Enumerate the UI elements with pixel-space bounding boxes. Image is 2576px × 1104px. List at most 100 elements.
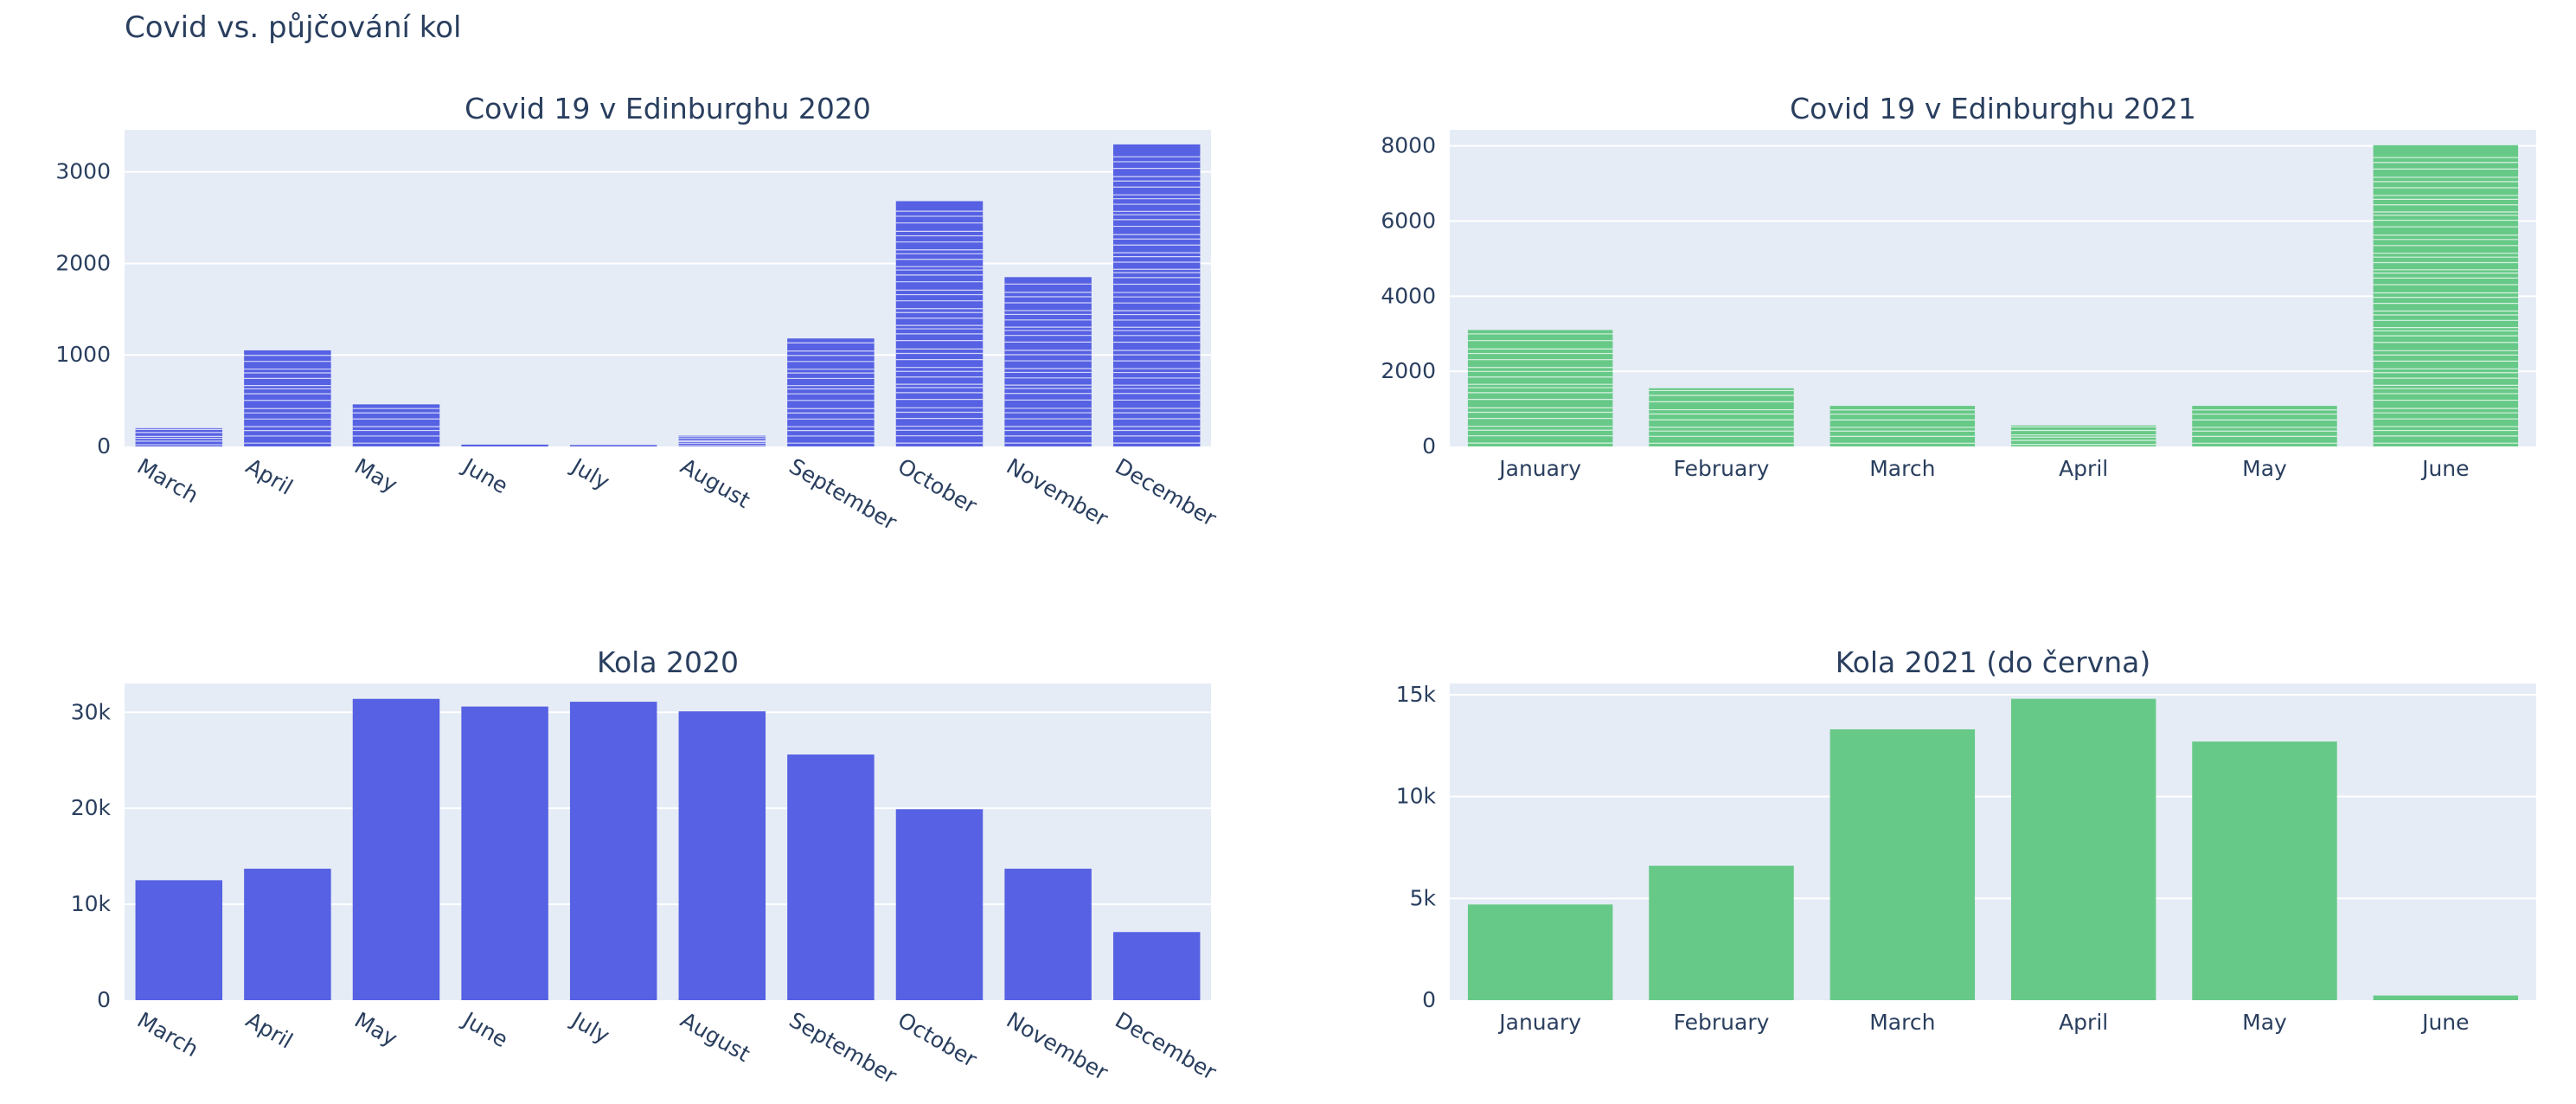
bar-march <box>1829 406 1976 446</box>
x-tick-label: August <box>676 453 754 513</box>
chart-covid-2021: Covid 19 v Edinburghu 2021 0 2000 4000 6000… <box>1381 92 2536 481</box>
y-tick-label: 3000 <box>55 159 111 184</box>
bar-segments <box>244 355 331 444</box>
bar-segments <box>678 435 766 446</box>
bar-segments <box>787 342 875 444</box>
bar-september <box>787 754 875 1000</box>
bar-november <box>1004 869 1092 1000</box>
bar-april <box>244 869 331 1000</box>
x-tick-label: June <box>458 453 512 498</box>
x-tick-label: May <box>2242 456 2287 481</box>
bar-march <box>135 880 223 1000</box>
chart-title: Covid 19 v Edinburghu 2020 <box>465 92 871 125</box>
x-tick-label: April <box>2059 456 2108 481</box>
bar-march <box>135 427 223 446</box>
chart-svg: 0 5k 10k 15k January February March April May Jun… <box>1396 682 2536 1035</box>
y-tick-label: 4000 <box>1381 283 1436 308</box>
x-tick-label: September <box>785 1007 901 1089</box>
y-tick-label: 2000 <box>55 250 111 275</box>
bar-segments <box>2192 409 2337 444</box>
x-tick-label: March <box>1869 456 1935 481</box>
x-tick-label: March <box>133 1007 203 1062</box>
chart-kola-2021: Kola 2021 (do června) 0 5k 10k 15k January Fe… <box>1396 645 2536 1035</box>
x-tick-label: October <box>894 1007 982 1073</box>
chart-title: Kola 2021 (do června) <box>1835 645 2151 679</box>
bar-april <box>2010 425 2156 446</box>
bar-may <box>352 404 440 446</box>
chart-svg: 0 2000 4000 6000 8000 January February March Apr… <box>1381 130 2536 481</box>
chart-title: Covid 19 v Edinburghu 2021 <box>1790 92 2196 125</box>
bar-july <box>569 445 657 446</box>
y-tick-label: 0 <box>97 987 111 1012</box>
chart-title: Kola 2020 <box>596 645 740 679</box>
bar-june <box>461 444 548 446</box>
x-tick-label: January <box>1497 1010 1581 1035</box>
y-tick-label: 0 <box>1422 987 1436 1012</box>
bar-november <box>1004 277 1092 446</box>
page-title: Covid vs. půjčování kol <box>125 10 462 45</box>
x-tick-label: April <box>241 453 297 500</box>
bar-may <box>2192 406 2337 446</box>
x-tick-label: December <box>1111 1007 1221 1085</box>
x-tick-label: May <box>350 453 401 497</box>
chart-kola-2020: Kola 2020 0 10k 20k 30k March April May June Jul… <box>71 645 1221 1089</box>
x-tick-label: September <box>785 453 901 536</box>
bar-june <box>461 706 548 1000</box>
chart-svg: 0 1000 2000 3000 March April May June July August… <box>55 130 1221 536</box>
y-tick-label: 10k <box>1396 784 1437 809</box>
x-tick-label: January <box>1497 456 1581 481</box>
x-tick-label: April <box>241 1007 297 1054</box>
bar-january <box>1467 904 1613 1000</box>
bar-june <box>2373 995 2519 1000</box>
bar-segments <box>1829 409 1976 444</box>
y-tick-label: 2000 <box>1381 358 1436 383</box>
bar-january <box>1467 330 1613 446</box>
bar-may <box>352 698 440 1000</box>
x-tick-label: February <box>1674 1010 1770 1035</box>
plot-background <box>1450 684 2536 1000</box>
x-tick-label: July <box>566 453 613 495</box>
bar-segments <box>1467 333 1613 444</box>
x-tick-label: May <box>350 1007 401 1051</box>
bar-march <box>1829 729 1976 1000</box>
bar-december <box>1112 932 1201 1000</box>
x-tick-label: March <box>133 453 203 508</box>
x-tick-label: June <box>2420 1010 2469 1035</box>
x-tick-label: February <box>1674 456 1770 481</box>
x-tick-label: October <box>894 453 982 519</box>
bar-segments <box>2373 157 2519 444</box>
y-tick-label: 5k <box>1410 885 1437 910</box>
x-tick-label: November <box>1003 453 1113 532</box>
bar-october <box>895 201 984 446</box>
bar-segments <box>895 210 984 444</box>
bar-august <box>678 435 766 446</box>
bar-december <box>1112 144 1201 446</box>
x-tick-label: December <box>1111 453 1221 531</box>
x-tick-label: May <box>2242 1010 2287 1035</box>
y-tick-label: 10k <box>71 891 112 916</box>
bar-segments <box>135 428 223 446</box>
bar-segments <box>1004 283 1092 444</box>
y-tick-label: 6000 <box>1381 209 1436 234</box>
y-tick-label: 8000 <box>1381 133 1436 158</box>
bar-april <box>244 350 331 446</box>
bar-february <box>1649 865 1794 1000</box>
y-tick-label: 0 <box>1422 433 1436 459</box>
y-tick-label: 20k <box>71 795 112 820</box>
y-tick-label: 0 <box>97 433 111 459</box>
y-tick-label: 30k <box>71 699 112 724</box>
bar-segments <box>2010 426 2156 446</box>
x-tick-label: June <box>458 1006 512 1052</box>
x-tick-label: November <box>1003 1007 1113 1086</box>
plot-background <box>1450 130 2536 446</box>
x-tick-label: August <box>676 1007 754 1067</box>
bar-segments <box>352 408 440 444</box>
x-tick-label: March <box>1869 1010 1935 1035</box>
bar-segments <box>1649 389 1794 444</box>
bar-february <box>1649 388 1794 446</box>
chart-svg: 0 10k 20k 30k March April May June July August Sep… <box>71 684 1221 1089</box>
bar-august <box>678 711 766 1000</box>
bar-may <box>2192 741 2337 1000</box>
chart-covid-2020: Covid 19 v Edinburghu 2020 0 1000 2000 3000… <box>55 92 1221 536</box>
y-tick-label: 1000 <box>55 342 111 367</box>
